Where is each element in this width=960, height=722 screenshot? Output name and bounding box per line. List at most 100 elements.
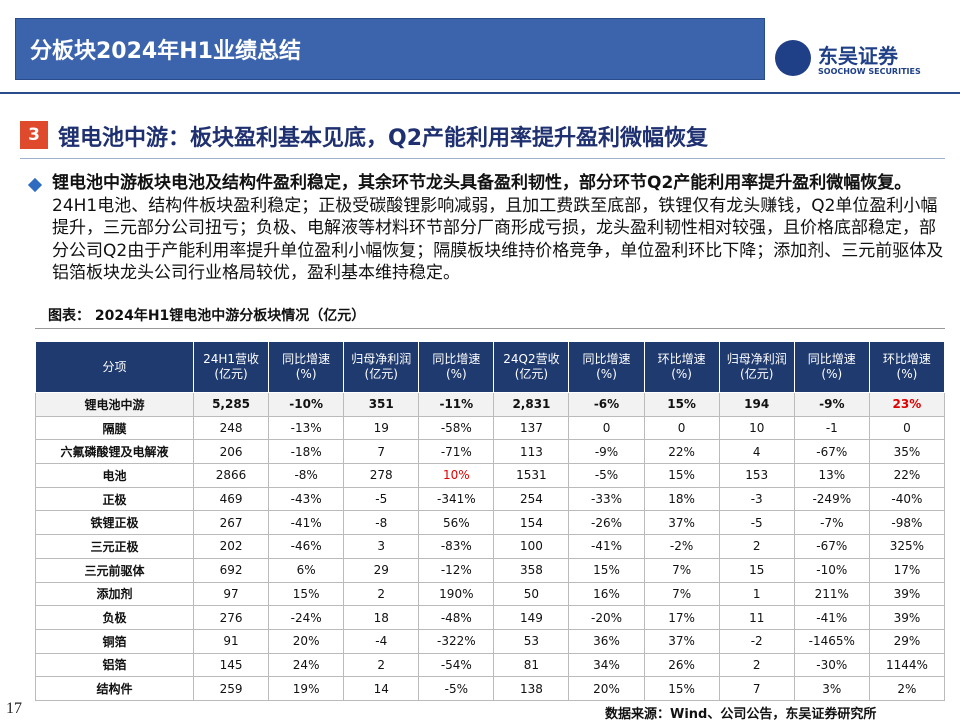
- header-text: (%): [896, 367, 918, 381]
- header-text: (%): [821, 367, 843, 381]
- cell: -13%: [268, 415, 345, 441]
- header-text: (亿元): [514, 367, 549, 381]
- cell: 1: [718, 581, 795, 607]
- cell: -43%: [268, 486, 345, 512]
- cell: 254: [493, 486, 570, 512]
- table-row: 负极 276 -24% 18 -48% 149 -20% 17% 11 -41% 39%: [35, 605, 946, 630]
- cell: 24%: [268, 652, 345, 678]
- cell: -83%: [418, 534, 495, 559]
- cell: 4: [718, 439, 795, 465]
- cell: -322%: [418, 628, 495, 654]
- row-label: 锂电池中游: [35, 392, 194, 417]
- cell: -10%: [793, 557, 870, 583]
- cell: 206: [192, 439, 270, 465]
- header-cell: 同比增速 (%): [793, 341, 870, 393]
- cell: 137: [493, 415, 570, 441]
- cell: -249%: [793, 486, 870, 512]
- header-text: (亿元): [364, 367, 398, 381]
- cell: 190%: [418, 581, 495, 607]
- cell: 18: [343, 605, 420, 630]
- cell: 91: [192, 628, 270, 654]
- cell: 145: [192, 652, 270, 678]
- cell: 22%: [868, 463, 946, 488]
- cell: 7%: [643, 581, 720, 607]
- row-label: 三元前驱体: [35, 557, 194, 583]
- header-cell: 环比增速 (%): [643, 341, 720, 393]
- header-row: 分项 24H1营收 (亿元) 同比增速 (%) 归母净利润 (亿元) 同比增速 (%) 24Q2营…: [35, 341, 946, 393]
- header-text: 同比增速: [582, 352, 631, 366]
- cell: 20%: [568, 676, 645, 701]
- cell: 15%: [643, 463, 720, 488]
- cell: 0: [868, 415, 946, 441]
- cell: 17%: [643, 605, 720, 630]
- row-label: 六氟磷酸锂及电解液: [35, 439, 194, 465]
- cell: 15%: [643, 392, 720, 417]
- row-label: 电池: [35, 463, 194, 488]
- table-row: 铝箔 145 24% 2 -54% 81 34% 26% 2 -30% 1144%: [35, 652, 946, 678]
- cell: -9%: [568, 439, 645, 465]
- cell: 7: [718, 676, 795, 701]
- cell: -8%: [268, 463, 345, 488]
- table-row: 添加剂 97 15% 2 190% 50 16% 7% 1 211% 39%: [35, 581, 946, 607]
- cell: 97: [192, 581, 270, 607]
- header-cell: 同比增速 (%): [268, 341, 345, 393]
- logo-en: SOOCHOW SECURITIES: [818, 67, 921, 76]
- cell: 7: [343, 439, 420, 465]
- cell: 1531: [493, 463, 570, 488]
- header-text: (%): [671, 367, 692, 381]
- cell: -5: [718, 510, 795, 536]
- cell: 248: [192, 415, 270, 441]
- cell: 15%: [568, 557, 645, 583]
- paragraph-bold: 锂电池中游板块电池及结构件盈利稳定，其余环节龙头具备盈利韧性，部分环节Q2产能利…: [52, 173, 912, 193]
- cell: 37%: [643, 510, 720, 536]
- cell: 2: [718, 534, 795, 559]
- cell: 50: [493, 581, 570, 607]
- header-text: (%): [445, 367, 467, 381]
- cell: -33%: [568, 486, 645, 512]
- cell: -5%: [568, 463, 645, 488]
- cell: 7%: [643, 557, 720, 583]
- table: 分项 24H1营收 (亿元) 同比增速 (%) 归母净利润 (亿元) 同比增速 (%) 24Q2营…: [35, 341, 946, 701]
- cell: -30%: [793, 652, 870, 678]
- row-label: 正极: [35, 486, 194, 512]
- cell: 13%: [793, 463, 870, 488]
- cell: 276: [192, 605, 270, 630]
- cell: -98%: [868, 510, 946, 536]
- header-bar: [15, 18, 765, 80]
- cell: 2: [343, 581, 420, 607]
- cell: -7%: [793, 510, 870, 536]
- header-text: 24Q2营收: [503, 352, 560, 366]
- cell: -8: [343, 510, 420, 536]
- section-line: [20, 158, 945, 159]
- cell: 34%: [568, 652, 645, 678]
- cell: -58%: [418, 415, 495, 441]
- cell: -10%: [268, 392, 345, 417]
- cell: 3%: [793, 676, 870, 701]
- cell: 19: [343, 415, 420, 441]
- cell: 19%: [268, 676, 345, 701]
- cell: -5%: [418, 676, 495, 701]
- header-text: 同比增速: [282, 352, 331, 366]
- cell: -3: [718, 486, 795, 512]
- cell: -1: [793, 415, 870, 441]
- cell: 202: [192, 534, 270, 559]
- cell: -24%: [268, 605, 345, 630]
- header-text: 24H1营收: [203, 352, 260, 366]
- cell: 358: [493, 557, 570, 583]
- header-text: (亿元): [214, 367, 248, 381]
- cell: -41%: [793, 605, 870, 630]
- table-row: 六氟磷酸锂及电解液 206 -18% 7 -71% 113 -9% 22% 4 -67% 35%: [35, 439, 946, 465]
- cell: 20%: [268, 628, 345, 654]
- cell: -9%: [793, 392, 870, 417]
- header-text: 同比增速: [432, 352, 481, 366]
- cell: 259: [192, 676, 270, 701]
- row-label: 负极: [35, 605, 194, 630]
- cell: 154: [493, 510, 570, 536]
- cell: -2%: [643, 534, 720, 559]
- cell: 22%: [643, 439, 720, 465]
- table-row: 铜箔 91 20% -4 -322% 53 36% 37% -2 -1465% 29%: [35, 628, 946, 654]
- cell: -41%: [268, 510, 345, 536]
- row-label: 铁锂正极: [35, 510, 194, 536]
- cell: -4: [343, 628, 420, 654]
